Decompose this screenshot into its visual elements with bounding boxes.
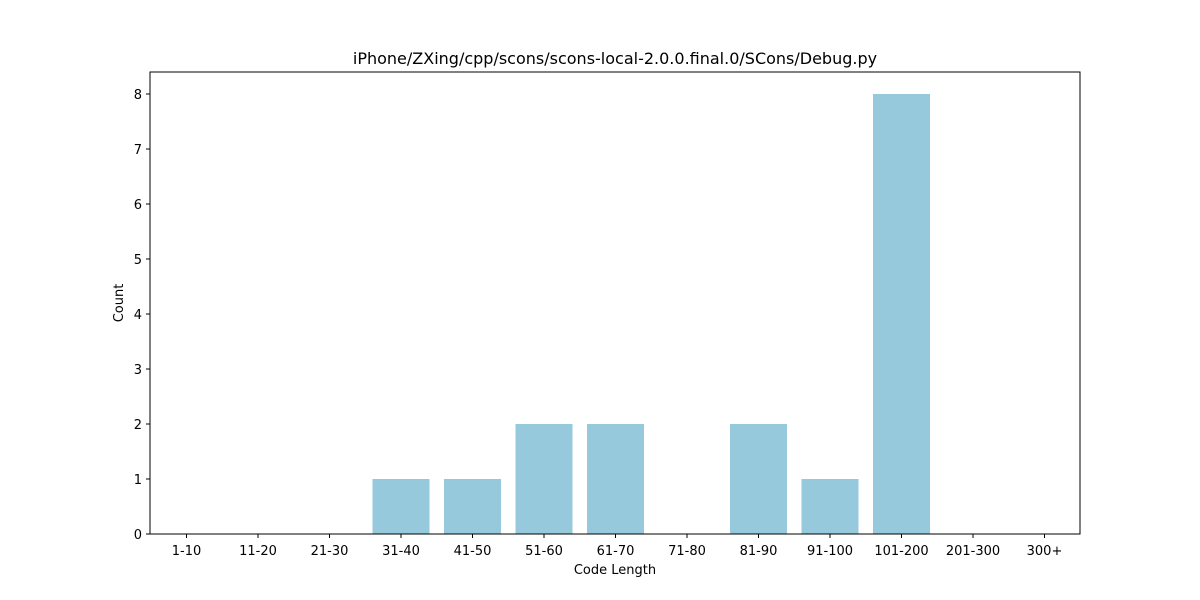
bar-51-60 xyxy=(515,424,573,534)
bars-group xyxy=(372,94,930,534)
y-tick-label: 5 xyxy=(134,253,142,268)
x-tick-label: 91-100 xyxy=(807,544,853,559)
x-axis-label: Code Length xyxy=(574,563,656,578)
x-tick-label: 31-40 xyxy=(382,544,420,559)
bar-101-200 xyxy=(873,94,930,534)
y-tick-label: 6 xyxy=(134,198,142,213)
bar-81-90 xyxy=(730,424,787,534)
y-tick-label: 2 xyxy=(134,418,142,433)
x-axis: 1-10 11-20 21-30 31-40 41-50 51-60 61-70 71-80 8… xyxy=(172,534,1063,559)
x-tick-label: 300+ xyxy=(1027,544,1063,559)
bar-91-100 xyxy=(801,479,859,534)
x-tick-label: 51-60 xyxy=(525,544,563,559)
y-tick-label: 8 xyxy=(134,88,142,103)
y-tick-label: 0 xyxy=(134,528,142,543)
y-tick-label: 1 xyxy=(134,473,142,488)
bar-31-40 xyxy=(372,479,430,534)
x-tick-label: 21-30 xyxy=(311,544,349,559)
x-tick-label: 81-90 xyxy=(740,544,778,559)
bar-41-50 xyxy=(444,479,501,534)
x-tick-label: 61-70 xyxy=(597,544,635,559)
x-tick-label: 71-80 xyxy=(668,544,706,559)
chart-title: iPhone/ZXing/cpp/scons/scons-local-2.0.0… xyxy=(353,49,877,68)
x-tick-label: 1-10 xyxy=(172,544,202,559)
x-tick-label: 201-300 xyxy=(946,544,1000,559)
y-tick-label: 7 xyxy=(134,143,142,158)
bar-61-70 xyxy=(587,424,644,534)
y-tick-label: 3 xyxy=(134,363,142,378)
x-tick-label: 41-50 xyxy=(454,544,492,559)
x-tick-label: 101-200 xyxy=(874,544,928,559)
y-tick-label: 4 xyxy=(134,308,142,323)
y-axis-label: Count xyxy=(112,284,127,323)
x-tick-label: 11-20 xyxy=(239,544,277,559)
y-axis: 0 1 2 3 4 5 6 7 8 xyxy=(134,88,150,543)
